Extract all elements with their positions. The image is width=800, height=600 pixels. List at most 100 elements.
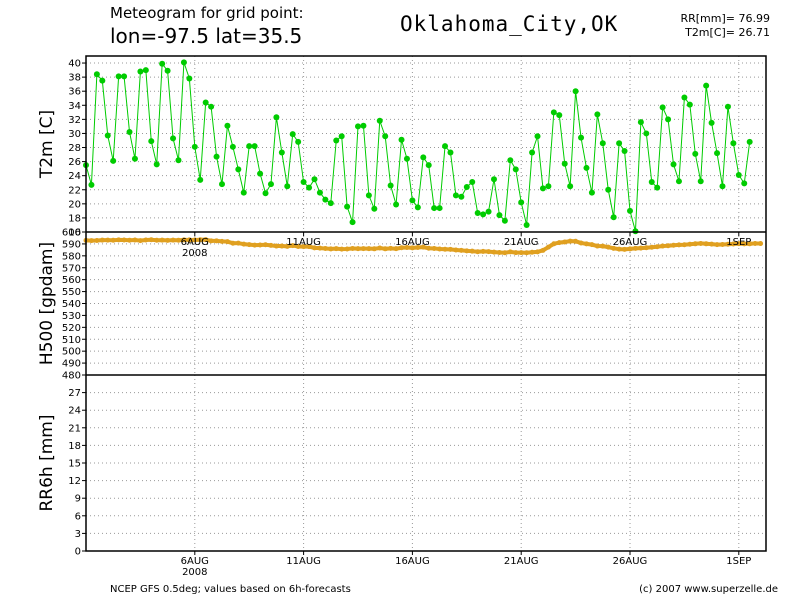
t2m-point — [311, 176, 318, 183]
t2m-point — [480, 211, 487, 218]
station-name: Oklahoma_City,OK — [400, 12, 619, 36]
t2m-point — [295, 138, 302, 145]
h500-point — [290, 243, 296, 249]
h500-point — [328, 246, 334, 252]
t2m-point — [583, 164, 590, 171]
h500-point — [698, 240, 704, 246]
t2m-point — [93, 71, 100, 78]
h500-point — [605, 244, 611, 250]
h500-point — [551, 241, 557, 247]
y-tick-label: 21 — [68, 423, 81, 434]
h500-point — [453, 247, 459, 253]
footer-source: NCEP GFS 0.5deg; values based on 6h-fore… — [110, 584, 351, 595]
h500-point — [154, 237, 160, 243]
t2m-point — [507, 157, 514, 164]
t2m-point — [278, 149, 285, 156]
h500-point — [747, 241, 753, 247]
t2m-point — [262, 190, 269, 197]
h500-point — [301, 244, 307, 250]
h500-point — [121, 237, 127, 243]
y-tick-label: 6 — [75, 511, 81, 522]
h500-point — [241, 241, 247, 247]
h500-point — [496, 249, 502, 255]
t2m-point — [529, 149, 536, 156]
t2m-point — [229, 143, 236, 150]
t2m-point — [104, 132, 111, 139]
t2m-point — [164, 67, 171, 74]
y-tick-label: 34 — [68, 101, 81, 112]
t2m-point — [403, 155, 410, 162]
t2m-point — [425, 162, 432, 169]
t2m-point — [599, 140, 606, 147]
t2m-point — [545, 183, 552, 190]
h500-point — [137, 238, 143, 244]
t2m-point — [322, 196, 329, 203]
y-tick-label: 20 — [68, 199, 81, 210]
h500-point — [622, 246, 628, 252]
x-tick-label: 11AUG — [286, 556, 321, 567]
t2m-point — [414, 204, 421, 211]
h500-point — [181, 237, 187, 243]
t2m-point — [235, 166, 242, 173]
h500-point — [719, 242, 725, 248]
h500-point — [186, 237, 192, 243]
h500-point — [486, 249, 492, 255]
t2m-point — [137, 68, 144, 75]
h500-point — [725, 241, 731, 247]
h500-point — [458, 247, 464, 253]
t2m-point — [224, 122, 231, 129]
h500-point — [758, 241, 764, 247]
y-tick-label: 16 — [68, 228, 81, 239]
t2m-point — [627, 207, 633, 214]
h500-point — [578, 240, 584, 246]
t2m-point — [355, 123, 361, 130]
t2m-point — [257, 170, 264, 177]
y-tick-label: 12 — [68, 476, 81, 487]
t2m-point — [306, 184, 313, 191]
t2m-point — [665, 116, 672, 123]
h500-point — [175, 237, 181, 243]
t2m-point — [316, 189, 323, 196]
t2m-point — [648, 179, 655, 186]
t2m-point — [159, 60, 166, 67]
t2m-point — [376, 117, 383, 124]
h500-point — [475, 249, 481, 255]
t2m-point — [616, 140, 623, 147]
t2m-point — [360, 122, 367, 129]
t2m-point — [420, 154, 427, 161]
h500-point — [649, 244, 655, 250]
t2m-point — [692, 150, 699, 157]
t2m-point — [99, 77, 106, 84]
h500-point — [464, 248, 470, 254]
h500-point — [393, 246, 399, 252]
t2m-mean-stat: T2m[C]= 26.71 — [685, 26, 770, 39]
h500-point — [224, 239, 230, 245]
t2m-point — [153, 161, 160, 168]
h500-point — [246, 242, 252, 248]
h500-point — [322, 245, 328, 251]
h500-point — [94, 237, 100, 243]
h500-point — [665, 243, 671, 249]
h500-point — [388, 245, 394, 251]
t2m-point — [637, 119, 644, 126]
y-tick-label: 590 — [62, 239, 81, 250]
t2m-point — [578, 134, 585, 141]
t2m-point — [333, 137, 340, 144]
h500-point — [235, 240, 241, 246]
h500-point — [518, 250, 524, 256]
h500-point — [714, 242, 720, 248]
rr-total-stat: RR[mm]= 76.99 — [680, 12, 770, 25]
t2m-point — [621, 148, 628, 155]
y-tick-label: 530 — [62, 311, 81, 322]
t2m-point — [474, 209, 481, 216]
t2m-point — [501, 217, 508, 224]
h500-point — [671, 242, 677, 248]
h500-point — [165, 237, 171, 243]
t2m-point — [746, 138, 753, 145]
h500-point — [709, 241, 715, 247]
h500-point — [627, 246, 633, 252]
t2m-point — [561, 160, 568, 167]
h500-point — [638, 245, 644, 251]
t2m-point — [170, 135, 177, 142]
h500-point — [632, 245, 638, 251]
